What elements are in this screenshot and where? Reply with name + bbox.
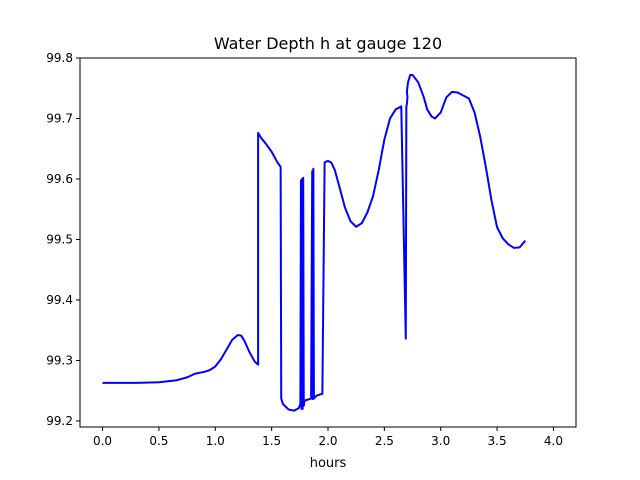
chart-title: Water Depth h at gauge 120 [214, 34, 442, 53]
x-tick-label: 4.0 [544, 434, 563, 448]
y-tick-label: 99.7 [46, 111, 73, 125]
y-tick-label: 99.6 [46, 172, 73, 186]
x-tick-label: 0.5 [149, 434, 168, 448]
x-tick-label: 2.5 [375, 434, 394, 448]
x-tick-label: 2.0 [318, 434, 337, 448]
y-tick-label: 99.2 [46, 414, 73, 428]
y-tick-label: 99.4 [46, 293, 73, 307]
x-axis: 0.0 0.5 1.0 1.5 2.0 2.5 3.0 3.5 4.0 [93, 427, 563, 448]
y-axis: 99.2 99.3 99.4 99.5 99.6 99.7 99.8 [46, 51, 80, 428]
x-tick-label: 1.5 [262, 434, 281, 448]
series-line-water-depth [102, 73, 527, 412]
x-tick-label: 3.5 [488, 434, 507, 448]
x-axis-label: hours [310, 456, 347, 471]
y-tick-label: 99.5 [46, 232, 73, 246]
x-tick-label: 0.0 [93, 434, 112, 448]
y-tick-label: 99.8 [46, 51, 73, 65]
x-tick-label: 3.0 [431, 434, 450, 448]
x-tick-label: 1.0 [206, 434, 225, 448]
y-tick-label: 99.3 [46, 353, 73, 367]
